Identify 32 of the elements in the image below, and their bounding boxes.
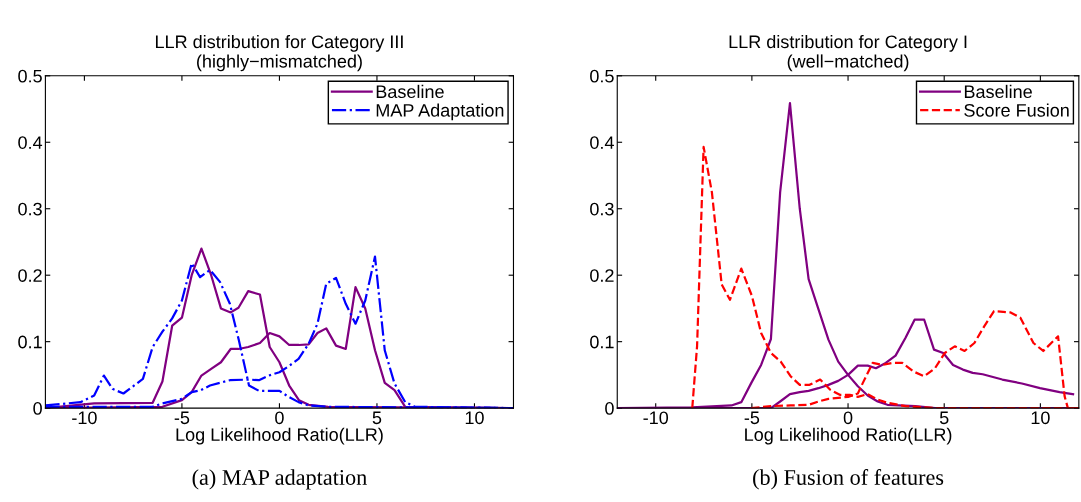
text: (a) MAP adaptation bbox=[192, 469, 367, 490]
y-tick-label: 0.1 bbox=[18, 335, 42, 349]
x-tick-label: -5 bbox=[174, 411, 190, 425]
y-tick-label: 0.4 bbox=[590, 136, 614, 149]
y-tick-label: 0.3 bbox=[590, 202, 614, 216]
legend-label: Score Fusion bbox=[964, 103, 1069, 117]
x-tick-label: 0 bbox=[275, 411, 284, 425]
legend-label: Baseline bbox=[376, 84, 444, 99]
chart-title: LLR distribution for Category III (highly−mismatched) bbox=[155, 34, 403, 72]
y-tick-label: 0.3 bbox=[18, 202, 42, 216]
y-tick-label: 0.2 bbox=[590, 269, 614, 282]
chart-title: LLR distribution for Category I (well−matched) bbox=[729, 34, 967, 72]
y-tick-label: 0.1 bbox=[590, 335, 614, 349]
x-tick-label: 10 bbox=[1031, 411, 1050, 425]
y-tick-label: 0.4 bbox=[18, 136, 43, 149]
x-tick-label: 10 bbox=[465, 411, 484, 425]
text: (b) Fusion of features bbox=[753, 469, 944, 490]
y-tick-label: 0.5 bbox=[18, 69, 42, 83]
x-tick-label: 0 bbox=[843, 411, 853, 425]
y-tick-label: 0.5 bbox=[590, 69, 614, 83]
y-tick-label: 0 bbox=[33, 402, 42, 415]
x-axis-title: Log Likelihood Ratio(LLR) bbox=[176, 427, 383, 445]
x-tick-label: -5 bbox=[744, 411, 760, 425]
legend-label: Baseline bbox=[964, 84, 1032, 99]
x-axis-title: Log Likelihood Ratio(LLR) bbox=[745, 427, 952, 445]
y-tick-label: 0.2 bbox=[18, 269, 42, 282]
x-tick-label: -10 bbox=[643, 411, 669, 425]
y-tick-label: 0 bbox=[605, 402, 614, 415]
x-tick-label: 5 bbox=[372, 411, 382, 425]
x-tick-label: 5 bbox=[939, 411, 949, 425]
x-tick-label: -10 bbox=[72, 411, 97, 425]
legend-label: MAP Adaptation bbox=[376, 103, 504, 121]
